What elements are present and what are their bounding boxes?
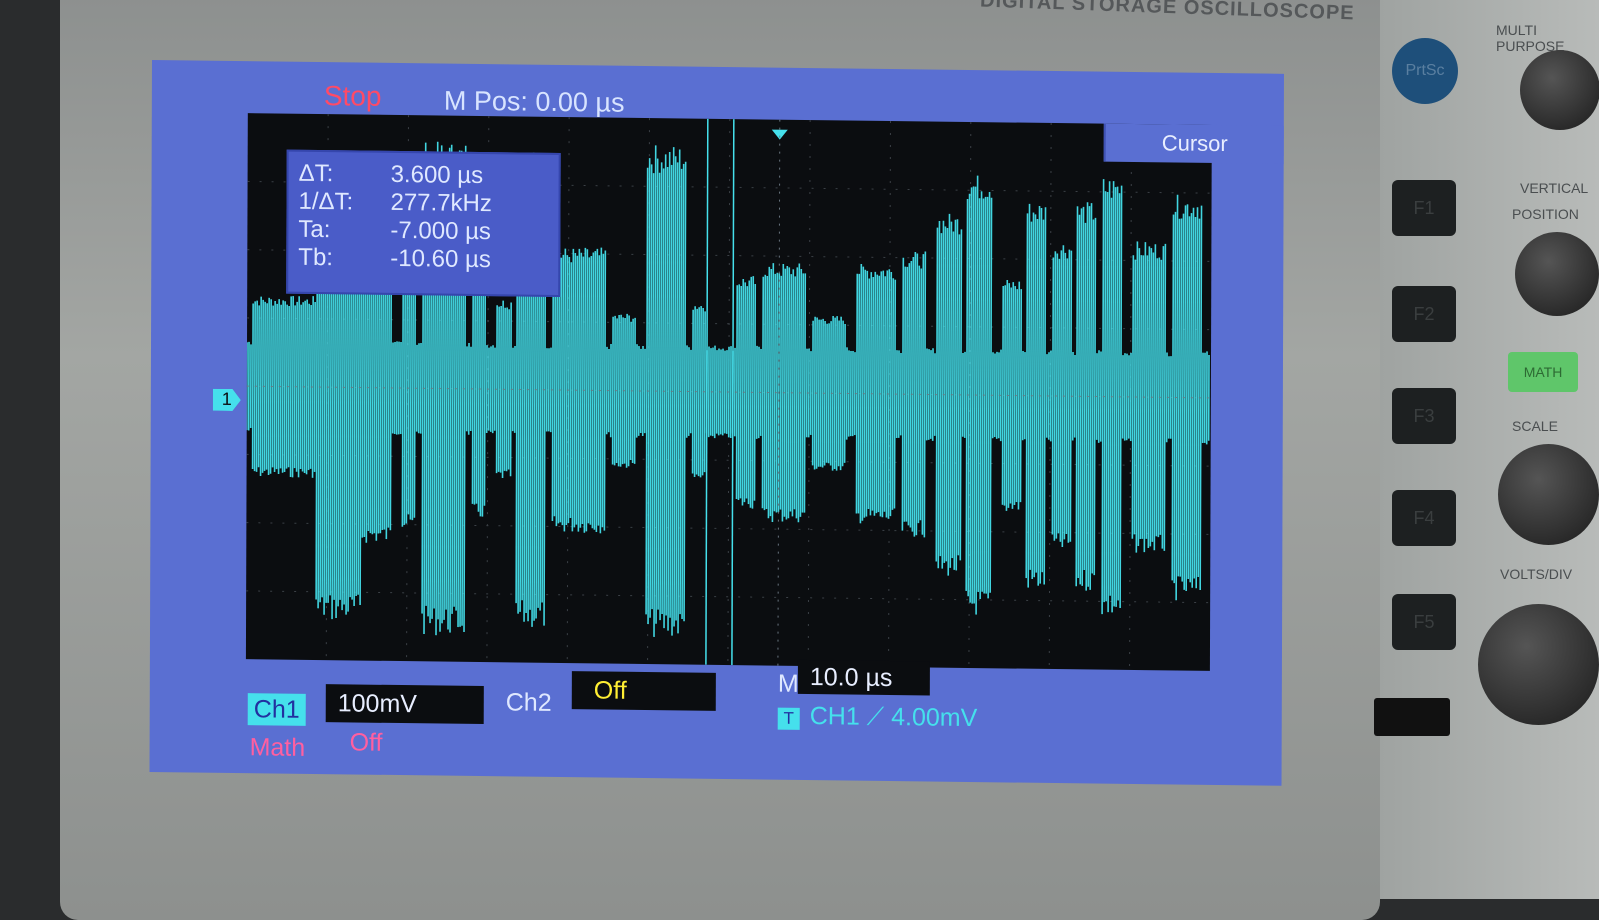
f4-button[interactable]: F4 <box>1392 490 1456 546</box>
ta-value: -7.000 µs <box>390 216 492 246</box>
ch2-status: Off <box>571 671 716 711</box>
cursor-a-line <box>705 118 709 665</box>
math-label[interactable]: Math <box>249 733 306 762</box>
trigger-position-arrow <box>771 129 788 140</box>
run-status: Stop <box>323 80 382 112</box>
grid-horizontal-line <box>246 522 1211 535</box>
inv-delta-t-value: 277.7kHz <box>390 188 492 218</box>
timebase-label: M <box>777 669 799 698</box>
delta-t-value: 3.600 µs <box>390 160 484 190</box>
oscilloscope-screen: Stop M Pos: 0.00 µs Cursor ΔT: 3.600 µs 1… <box>149 60 1284 786</box>
waveform-plot <box>245 113 1212 671</box>
position-label: POSITION <box>1512 206 1579 222</box>
waveform-svg <box>245 114 1212 670</box>
trigger-badge: T <box>777 707 800 730</box>
tb-label: Tb: <box>298 243 334 272</box>
delta-t-label: ΔT: <box>298 159 334 188</box>
grid-horizontal-line <box>247 317 1212 331</box>
scale-label: SCALE <box>1512 418 1558 434</box>
trigger-setting: CH1 ⟋ 4.00mV <box>809 702 978 733</box>
cursor-readout-panel: ΔT: 3.600 µs 1/ΔT: 277.7kHz Ta: -7.000 µs T… <box>286 149 561 297</box>
grid-horizontal-line <box>247 249 1212 262</box>
grid-horizontal-line <box>247 180 1212 194</box>
f3-button[interactable]: F3 <box>1392 388 1456 444</box>
cursor-menu-tab[interactable]: Cursor <box>1103 123 1284 164</box>
vertical-position-knob[interactable] <box>1515 232 1599 316</box>
usb-port <box>1374 698 1450 736</box>
ch2-label[interactable]: Ch2 <box>505 688 552 717</box>
multi-purpose-label: MULTI PURPOSE <box>1496 22 1565 54</box>
grid-horizontal-line <box>246 590 1211 604</box>
channel1-ground-marker: 1 <box>213 389 241 411</box>
ta-label: Ta: <box>298 215 331 244</box>
horizontal-knob[interactable] <box>1478 604 1599 725</box>
tb-value: -10.60 µs <box>390 244 491 274</box>
ch1-scale: 100mV <box>325 684 484 725</box>
f1-button[interactable]: F1 <box>1392 180 1456 236</box>
volts-div-label: VOLTS/DIV <box>1500 566 1573 582</box>
center-horizontal-axis <box>246 385 1211 399</box>
inv-delta-t-label: 1/ΔT: <box>298 187 354 216</box>
volts-div-knob[interactable] <box>1498 444 1599 545</box>
center-vertical-axis <box>777 119 781 666</box>
f2-button[interactable]: F2 <box>1392 286 1456 342</box>
math-status: Off <box>349 728 383 757</box>
cursor-b-line <box>731 119 735 666</box>
multi-purpose-knob[interactable] <box>1520 50 1599 130</box>
f5-button[interactable]: F5 <box>1392 594 1456 650</box>
ch1-badge[interactable]: Ch1 <box>247 693 306 726</box>
grid-horizontal-line <box>246 453 1211 467</box>
timebase-value: 10.0 µs <box>797 659 930 696</box>
vertical-label: VERTICAL <box>1520 180 1589 196</box>
main-position: M Pos: 0.00 µs <box>443 85 625 118</box>
prtsc-button[interactable]: PrtSc <box>1392 38 1458 104</box>
math-button[interactable]: MATH <box>1508 352 1578 392</box>
